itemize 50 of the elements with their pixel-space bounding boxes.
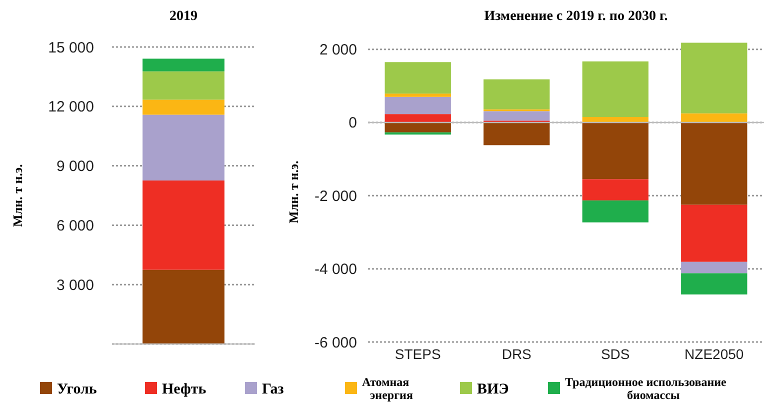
bar — [681, 113, 748, 122]
y-tick-label: -6 000 — [314, 334, 357, 352]
bar — [142, 180, 224, 270]
bar — [484, 79, 550, 110]
bar — [384, 62, 451, 94]
bar — [384, 114, 451, 122]
legend-label: ВИЭ — [477, 381, 509, 398]
bar — [582, 117, 648, 122]
bar — [384, 132, 451, 135]
y-axis-title: Млн. т н.э. — [10, 164, 25, 227]
bar — [681, 204, 748, 262]
legend-label: Атомная энергия — [362, 375, 414, 402]
bar — [142, 114, 224, 180]
y-tick-label: -2 000 — [314, 188, 357, 205]
bar — [384, 96, 451, 114]
chart-title: Изменение с 2019 г. по 2030 г. — [484, 9, 668, 24]
y-tick-label: 2 000 — [319, 42, 357, 59]
chart-title: 2019 — [170, 9, 198, 24]
y-tick-label: 15 000 — [48, 39, 94, 56]
bar — [142, 71, 224, 100]
y-tick-label: 3 000 — [56, 276, 94, 294]
bar — [681, 262, 748, 274]
legend-label: Уголь — [57, 381, 97, 398]
legend-label: Нефть — [162, 381, 206, 398]
y-tick-label: 9 000 — [56, 158, 94, 176]
bar — [681, 122, 748, 205]
y-tick-label: 12 000 — [48, 98, 94, 116]
y-tick-label: 0 — [348, 114, 357, 132]
x-tick-label: NZE2050 — [684, 346, 744, 362]
y-axis-title: Млн. т н.э. — [286, 160, 301, 224]
bar — [582, 200, 648, 222]
y-tick-label: 6 000 — [56, 217, 94, 234]
legend-label: Газ — [262, 381, 284, 398]
bar — [582, 179, 648, 200]
bar — [384, 94, 451, 97]
x-tick-label: SDS — [600, 346, 630, 362]
y-tick-label: -4 000 — [314, 261, 357, 278]
bar — [582, 122, 648, 180]
legend-label: Традиционное использование биомассы — [565, 375, 728, 402]
bar — [484, 111, 550, 121]
bar — [582, 61, 648, 117]
bar — [384, 122, 451, 132]
bar — [484, 122, 550, 146]
bar — [681, 42, 748, 114]
bar — [142, 270, 224, 344]
bar — [681, 273, 748, 294]
x-tick-label: DRS — [502, 346, 532, 362]
bar — [142, 100, 224, 115]
bar — [142, 58, 224, 72]
x-tick-label: STEPS — [394, 346, 441, 362]
